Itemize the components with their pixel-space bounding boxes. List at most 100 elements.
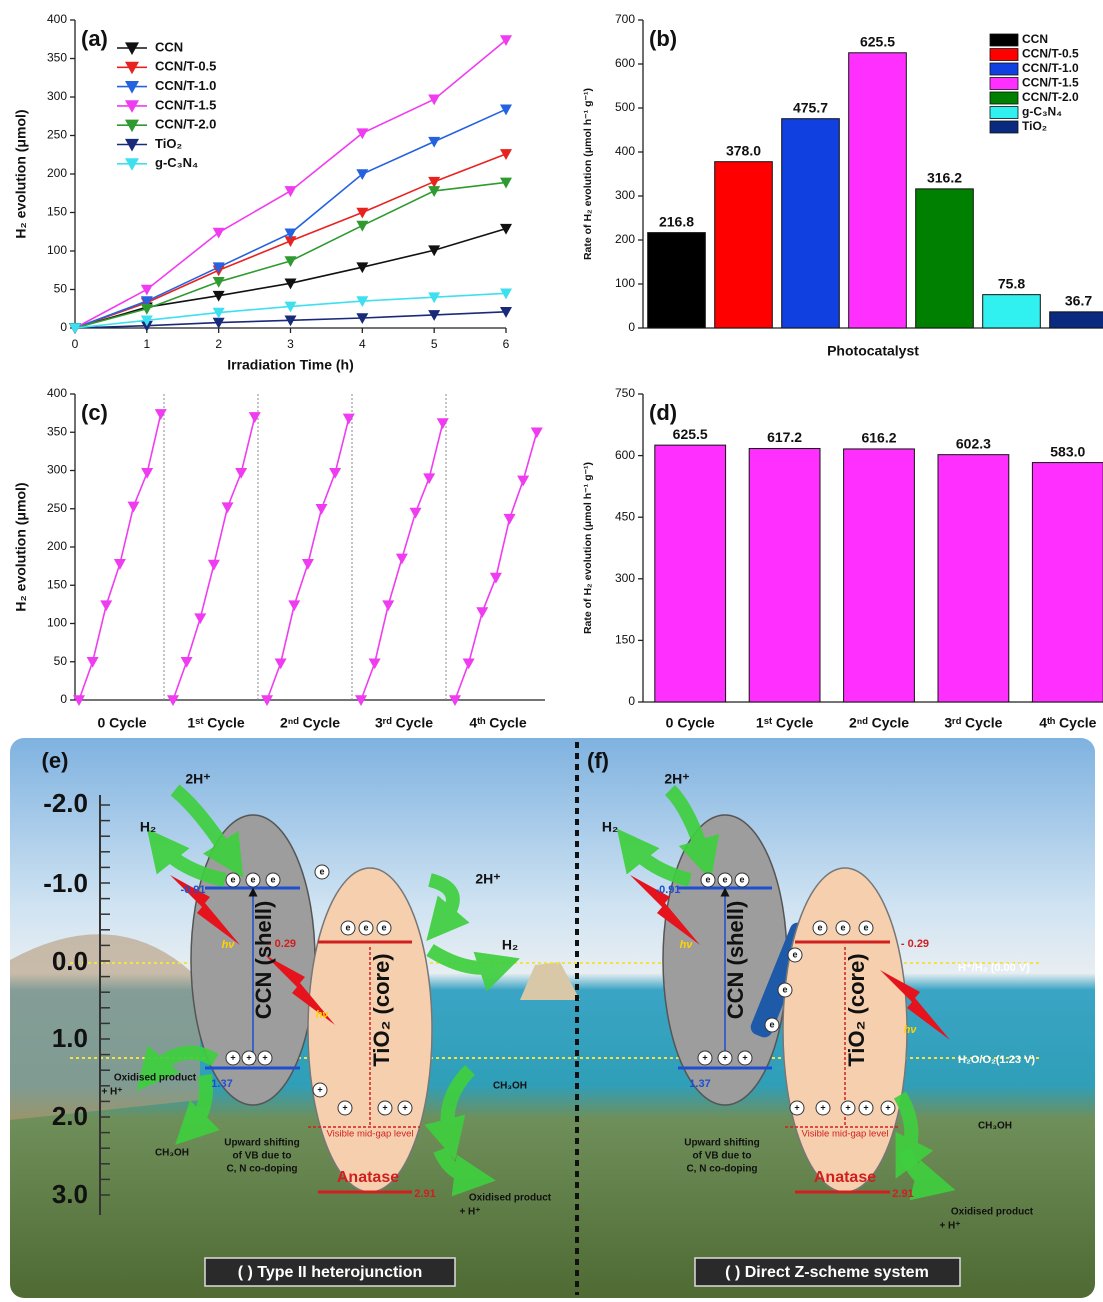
hole-label: + bbox=[402, 1102, 407, 1112]
marker bbox=[437, 418, 449, 429]
marker bbox=[356, 221, 368, 232]
electron-label: e bbox=[782, 984, 787, 994]
marker bbox=[428, 137, 440, 148]
electron-label: e bbox=[863, 922, 868, 932]
diagram-text: C, N co-doping bbox=[226, 1164, 297, 1175]
diagram-text: Upward shifting bbox=[224, 1138, 300, 1149]
value-label: 617.2 bbox=[767, 429, 802, 445]
hole-label: + bbox=[722, 1052, 727, 1062]
diagram-text: H₂ bbox=[140, 819, 156, 835]
bar bbox=[916, 189, 974, 328]
diagram-text: 2H⁺ bbox=[475, 871, 500, 887]
hole-label: + bbox=[230, 1052, 235, 1062]
y-tick-label: 400 bbox=[615, 144, 635, 158]
marker bbox=[490, 573, 502, 584]
diagram-text: of VB due to bbox=[693, 1151, 752, 1162]
value-label: 475.7 bbox=[793, 99, 828, 115]
y-tick-label: 300 bbox=[47, 463, 67, 477]
diagram-text: Visible mid-gap level bbox=[802, 1129, 889, 1140]
value-label: 316.2 bbox=[927, 170, 962, 186]
legend-swatch bbox=[990, 34, 1018, 46]
bar bbox=[1032, 463, 1103, 702]
diagram-text: (f) bbox=[587, 748, 609, 773]
x-tick-label: 5 bbox=[431, 337, 438, 351]
value-label: 378.0 bbox=[726, 142, 761, 158]
y-tick-label: 0 bbox=[628, 320, 635, 334]
ccn-label: CCN (shell) bbox=[251, 901, 276, 1020]
marker bbox=[194, 613, 206, 624]
diagram-text: -0.91 bbox=[180, 884, 205, 896]
electron-label: e bbox=[319, 866, 324, 876]
diagram-text: - 0.29 bbox=[901, 938, 929, 950]
hole-label: + bbox=[820, 1102, 825, 1112]
y-tick-label: 600 bbox=[615, 448, 635, 462]
x-tick-label: 6 bbox=[503, 337, 510, 351]
diagram-text: 1.37 bbox=[689, 1078, 710, 1090]
y-tick-label: 350 bbox=[47, 424, 67, 438]
legend-swatch bbox=[990, 78, 1018, 90]
y-tick-label: 150 bbox=[47, 205, 67, 219]
legend-swatch bbox=[990, 63, 1018, 75]
y-tick-label: 200 bbox=[47, 539, 67, 553]
x-tick-label: 3ʳᵈ Cycle bbox=[375, 715, 433, 731]
marker bbox=[316, 504, 328, 515]
bar bbox=[849, 53, 907, 328]
y-axis-title: H₂ evolution (μmol) bbox=[13, 109, 29, 238]
hole-label: + bbox=[794, 1102, 799, 1112]
tio2-label: TiO₂ (core) bbox=[369, 953, 394, 1066]
marker bbox=[249, 412, 261, 423]
hole-label: + bbox=[742, 1052, 747, 1062]
x-tick-label: 3 bbox=[287, 337, 294, 351]
marker bbox=[235, 468, 247, 479]
electron-label: e bbox=[381, 922, 386, 932]
x-tick-label: 2ⁿᵈ Cycle bbox=[849, 715, 909, 731]
y-tick-label: 600 bbox=[615, 56, 635, 70]
diagram-text: CH₃OH bbox=[155, 1148, 189, 1159]
diagram-text: hν bbox=[904, 1024, 918, 1036]
y-tick-label: 750 bbox=[615, 386, 635, 400]
level-label: H⁺/H₂ (0.00 V) bbox=[958, 962, 1030, 974]
marker bbox=[141, 468, 153, 479]
bar bbox=[1050, 312, 1103, 328]
electron-label: e bbox=[705, 874, 710, 884]
legend-label: CCN/T-0.5 bbox=[155, 59, 216, 74]
y-tick-label: 150 bbox=[47, 577, 67, 591]
diagram-text: H₂ bbox=[502, 937, 518, 953]
value-label: 216.8 bbox=[659, 213, 694, 229]
hole-label: + bbox=[702, 1052, 707, 1062]
hole-label: + bbox=[317, 1084, 322, 1094]
y-tick-label: 400 bbox=[47, 386, 67, 400]
diagram-text: ( ) Type II heterojunction bbox=[238, 1264, 423, 1281]
marker bbox=[504, 514, 516, 525]
electron-label: e bbox=[230, 874, 235, 884]
diagram-text: Anatase bbox=[337, 1169, 399, 1186]
legend-label: CCN/T-1.5 bbox=[155, 97, 216, 112]
diagram-text: Oxidised product bbox=[469, 1193, 552, 1204]
diagram-text: (e) bbox=[42, 748, 69, 773]
legend-label: CCN bbox=[1022, 32, 1048, 46]
y-tick-label: 250 bbox=[47, 128, 67, 142]
electron-label: e bbox=[250, 874, 255, 884]
legend-label: CCN/T-1.0 bbox=[1022, 61, 1079, 75]
marker bbox=[141, 285, 153, 296]
y-tick-label: 350 bbox=[47, 51, 67, 65]
marker bbox=[329, 468, 341, 479]
marker bbox=[222, 502, 234, 513]
x-tick-label: 1ˢᵗ Cycle bbox=[187, 715, 245, 731]
diagram-text: + H⁺ bbox=[459, 1207, 480, 1218]
marker bbox=[288, 600, 300, 611]
series-line bbox=[75, 109, 506, 328]
diagram-text: - 0.29 bbox=[268, 938, 296, 950]
value-label: 583.0 bbox=[1050, 443, 1085, 459]
x-tick-label: 1 bbox=[143, 337, 150, 351]
x-tick-label: 4ᵗʰ Cycle bbox=[1039, 715, 1096, 731]
diagram-text: hν bbox=[316, 1009, 330, 1021]
tio2-label: TiO₂ (core) bbox=[844, 953, 869, 1066]
bar bbox=[648, 233, 706, 328]
y-tick-label: 200 bbox=[615, 232, 635, 246]
diagram-text: ( ) Direct Z-scheme system bbox=[725, 1264, 929, 1281]
panel-label: (b) bbox=[649, 26, 677, 51]
y-tick-label: 150 bbox=[615, 633, 635, 647]
bar bbox=[782, 119, 840, 328]
marker bbox=[517, 476, 529, 487]
